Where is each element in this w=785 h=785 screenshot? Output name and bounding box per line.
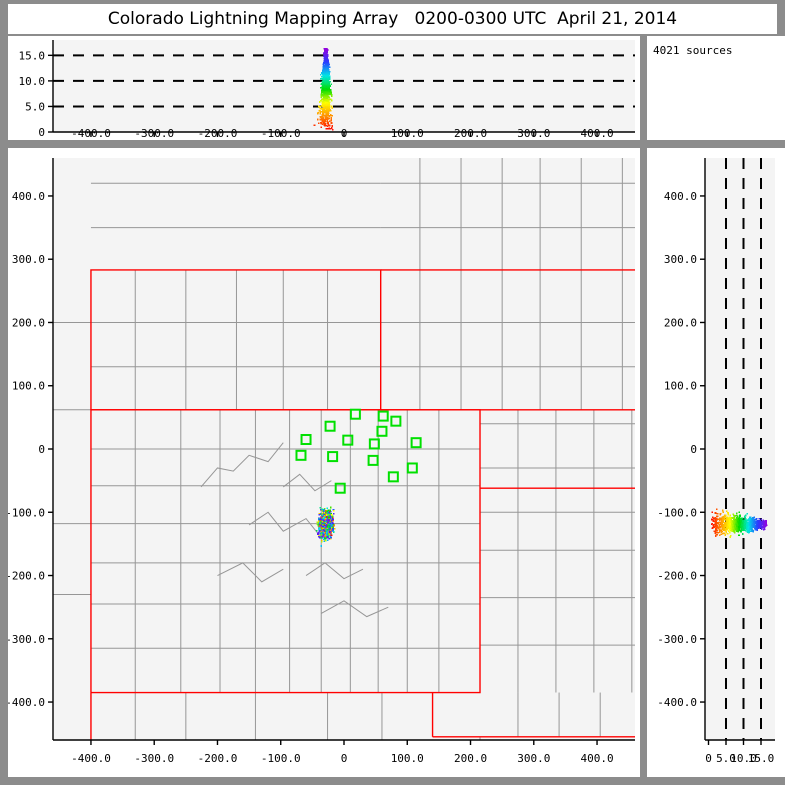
svg-text:300.0: 300.0 [12, 253, 45, 266]
svg-text:5.0: 5.0 [25, 100, 45, 113]
source-count-panel: 4021 sources [647, 36, 785, 140]
svg-text:200.0: 200.0 [12, 316, 45, 329]
north-vs-altitude-plot-area[interactable] [705, 158, 775, 740]
lma-station-marker [367, 454, 379, 466]
altitude-vs-east-xtick: 400.0 [580, 127, 614, 140]
svg-text:-400.0: -400.0 [657, 696, 697, 709]
svg-text:300.0: 300.0 [664, 253, 697, 266]
page-title: Colorado Lightning Mapping Array 0200-03… [107, 9, 678, 29]
svg-text:400.0: 400.0 [664, 190, 697, 203]
altitude-vs-east-xtick: 300.0 [517, 127, 551, 140]
svg-text:100.0: 100.0 [12, 380, 45, 393]
altitude-vs-east-xtick: 0 [340, 127, 348, 140]
svg-text:-200.0: -200.0 [198, 752, 238, 765]
north-vs-altitude-panel[interactable]: -400.0 -300.0 -200.0 -100.0 0 100.0 200.0 300.0… [647, 148, 785, 777]
svg-text:200.0: 200.0 [454, 752, 487, 765]
lma-station-marker [387, 471, 399, 483]
altitude-vs-east-panel[interactable]: 0 5.0 10.0 15.0 [8, 36, 640, 140]
svg-text:0: 0 [341, 752, 348, 765]
svg-text:0: 0 [705, 752, 712, 765]
svg-text:400.0: 400.0 [580, 752, 613, 765]
lma-station-marker [327, 451, 339, 463]
lma-station-marker [342, 434, 354, 446]
svg-text:-100.0: -100.0 [8, 506, 45, 519]
svg-text:-400.0: -400.0 [71, 752, 111, 765]
plan-view-map-panel[interactable]: -400.0 -300.0 -200.0 -100.0 0 100.0 200.0 300.0… [8, 148, 640, 777]
svg-text:100.0: 100.0 [391, 752, 424, 765]
lma-station-marker [295, 449, 307, 461]
title-bar: Colorado Lightning Mapping Array 0200-03… [8, 4, 777, 34]
svg-text:15.0: 15.0 [748, 752, 775, 765]
altitude-vs-east-xtick: 200.0 [453, 127, 488, 140]
lma-station-marker [334, 482, 346, 494]
altitude-vs-east-xtick: -400.0 [71, 127, 111, 140]
altitude-vs-east-xtick: -300.0 [134, 127, 175, 140]
lma-station-marker [390, 415, 402, 427]
svg-text:10.0: 10.0 [730, 752, 757, 765]
lma-station-marker [406, 462, 418, 474]
lma-station-marker [349, 408, 361, 420]
svg-text:300.0: 300.0 [517, 752, 550, 765]
svg-text:200.0: 200.0 [664, 316, 697, 329]
lma-station-marker [376, 425, 388, 437]
svg-text:5.0: 5.0 [716, 752, 736, 765]
svg-text:0: 0 [690, 443, 697, 456]
altitude-vs-east-xtick: -200.0 [197, 127, 238, 140]
lma-station-marker [410, 437, 422, 449]
plan-view-map-canvas: -400.0 -300.0 -200.0 -100.0 0 100.0 200.0 300.0… [8, 158, 635, 765]
svg-text:15.0: 15.0 [19, 49, 46, 62]
svg-text:-100.0: -100.0 [657, 506, 697, 519]
svg-text:-200.0: -200.0 [8, 570, 45, 583]
altitude-vs-east-canvas: 0 5.0 10.0 15.0 [19, 40, 635, 139]
svg-text:-100.0: -100.0 [261, 752, 301, 765]
altitude-vs-east-xtick: 100.0 [390, 127, 424, 140]
altitude-vs-east-xtick: -100.0 [260, 127, 301, 140]
svg-text:0: 0 [38, 443, 45, 456]
svg-text:0: 0 [38, 126, 45, 139]
svg-text:-300.0: -300.0 [657, 633, 697, 646]
svg-text:-300.0: -300.0 [8, 633, 45, 646]
north-vs-altitude-canvas: -400.0 -300.0 -200.0 -100.0 0 100.0 200.0 300.0… [657, 158, 775, 765]
svg-text:-400.0: -400.0 [8, 696, 45, 709]
source-count-label: 4021 sources [653, 44, 733, 57]
lma-station-marker [368, 438, 380, 450]
svg-text:-300.0: -300.0 [134, 752, 174, 765]
lma-station-marker [300, 434, 312, 446]
lma-station-marker [324, 420, 336, 432]
lma-station-marker [377, 410, 389, 422]
svg-text:10.0: 10.0 [19, 75, 46, 88]
svg-text:-200.0: -200.0 [657, 570, 697, 583]
svg-text:400.0: 400.0 [12, 190, 45, 203]
svg-text:100.0: 100.0 [664, 380, 697, 393]
